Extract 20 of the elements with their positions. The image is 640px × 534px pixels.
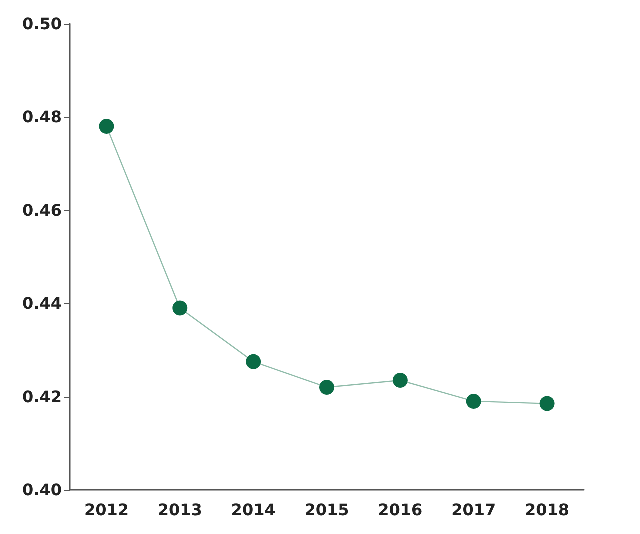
point — [99, 119, 114, 134]
x-tick-label: 2018 — [525, 500, 570, 520]
y-tick-label: 0.42 — [22, 387, 62, 406]
point — [392, 372, 408, 388]
x-tick-label: 2017 — [452, 500, 496, 520]
x-tick-label: 2013 — [158, 500, 202, 520]
x-tick-label: 2016 — [378, 500, 423, 520]
y-tick-label: 0.46 — [22, 200, 62, 220]
y-tick-label: 0.40 — [22, 480, 62, 500]
x-tick-label: 2015 — [304, 500, 350, 520]
point — [466, 394, 482, 409]
y-tick-label: 0.50 — [22, 14, 62, 34]
point — [246, 354, 262, 370]
y-tick-label: 0.44 — [22, 294, 62, 314]
y-tick-label: 0.48 — [22, 108, 62, 127]
point — [320, 380, 334, 395]
x-tick-label: 2014 — [231, 500, 276, 520]
x-tick-label: 2012 — [84, 500, 129, 520]
point — [172, 300, 188, 316]
point — [540, 396, 555, 412]
